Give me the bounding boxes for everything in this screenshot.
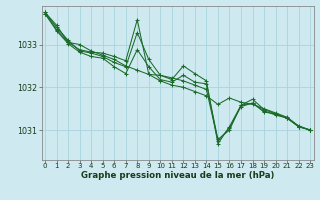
X-axis label: Graphe pression niveau de la mer (hPa): Graphe pression niveau de la mer (hPa) [81,171,274,180]
